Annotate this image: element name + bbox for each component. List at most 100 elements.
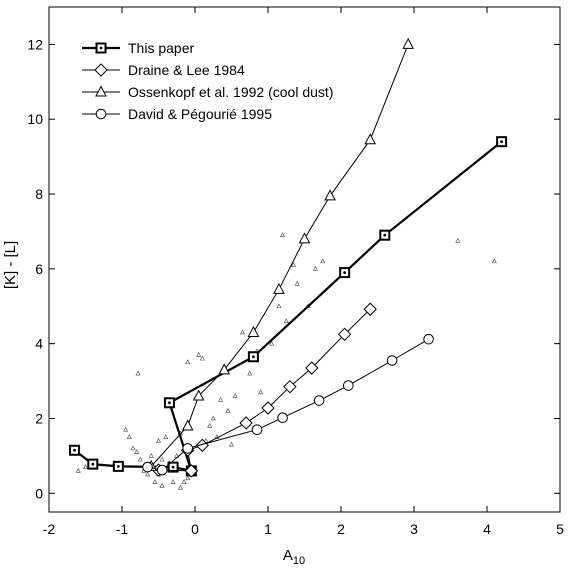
series-point [298,232,311,244]
series-layer [69,37,508,478]
series-point [261,401,275,415]
observation-point [214,434,220,439]
observation-point [455,237,461,243]
series-point [218,363,231,375]
series-point [337,327,352,342]
series-point [339,267,351,279]
observation-point [185,475,191,481]
observation-point [152,479,158,484]
legend-entry: David & Pégourié 1995 [82,106,272,122]
observation-point [145,471,151,477]
observation-point [276,303,282,309]
legend-entry: Ossenkopf et al. 1992 (cool dust) [82,84,333,100]
series-triangle [145,37,414,471]
legend-swatch-marker [95,85,107,97]
observation-point [207,423,213,428]
legend-swatch-marker [94,63,108,77]
y-tick-label: 8 [35,186,43,202]
series-point [496,136,508,148]
series-point [192,389,205,401]
observation-point [163,434,169,439]
series-point [402,37,414,49]
series-point [182,443,193,454]
observation-point [185,359,191,365]
y-tick-label: 0 [35,485,43,501]
observation-point [294,280,300,286]
observation-point [75,467,81,473]
y-tick-label: 2 [35,410,43,426]
series-point [386,355,398,366]
y-tick-label: 6 [35,261,43,277]
observation-point [159,456,165,462]
observation-point [137,456,143,462]
series-point [283,379,297,394]
plot-frame [48,6,561,513]
legend-label: This paper [128,40,194,56]
observation-point [283,318,289,324]
observation-point [177,484,183,490]
legend-swatch-marker [95,108,107,120]
series-point [273,282,285,294]
legend: This paper Draine & Lee 1984 Ossenkopf et … [82,40,333,122]
series-point [239,416,253,430]
x-tick-label: 0 [191,521,199,537]
x-tick-label: 3 [410,521,418,537]
series-square-dot [69,136,508,477]
observation-point [135,370,141,376]
observation-point [225,408,231,413]
legend-entry: This paper [82,40,194,56]
observation-point [196,351,202,357]
observation-point [291,262,297,267]
series-point [363,302,377,316]
legend-label: Draine & Lee 1984 [128,62,245,78]
x-tick-label: -2 [43,521,56,537]
observations-layer [75,232,497,490]
x-tick-label: 2 [337,521,345,537]
observation-point [218,396,224,402]
series-circle [142,333,434,476]
series-point [69,444,81,456]
legend-label: David & Pégourié 1995 [128,106,272,122]
series-point [184,464,199,478]
series-point [364,133,377,145]
observation-point [170,479,176,484]
observation-point [239,329,245,335]
series-point [247,351,259,363]
observation-point [199,355,205,361]
observation-point [491,258,497,264]
series-point [277,412,288,424]
series-point [112,460,124,472]
series-point [247,325,260,337]
x-tick-label: -1 [116,521,129,537]
series-point [142,461,153,473]
legend-entry: Draine & Lee 1984 [82,62,245,78]
series-point [167,461,179,473]
observation-point [312,265,318,271]
observation-point [210,415,216,421]
legend-swatch-marker [95,42,107,54]
observation-point [123,426,129,432]
y-tick-label: 4 [35,336,43,352]
observation-point [232,393,238,398]
series-point [181,419,194,431]
x-ticks: -2 -1 0 1 2 3 4 5 [43,7,564,537]
observation-point [83,464,88,469]
legend-label: Ossenkopf et al. 1992 (cool dust) [128,84,333,100]
series-point [87,458,99,470]
x-axis-label-subscript: 10 [293,555,305,567]
y-ticks: 0 2 4 6 8 10 12 [27,36,560,501]
y-tick-label: 12 [27,36,43,52]
observation-point [156,437,161,443]
series-point [251,424,263,436]
observation-point [247,370,253,376]
observation-point [148,452,154,458]
series-point [423,333,434,345]
series-point [324,189,336,201]
y-axis-label: [K] - [L] [2,241,19,289]
y-tick-label: 10 [27,111,43,127]
series-point [305,361,319,375]
series-line [150,44,409,467]
x-axis-label: A10 [283,547,305,567]
observation-point [134,449,140,454]
